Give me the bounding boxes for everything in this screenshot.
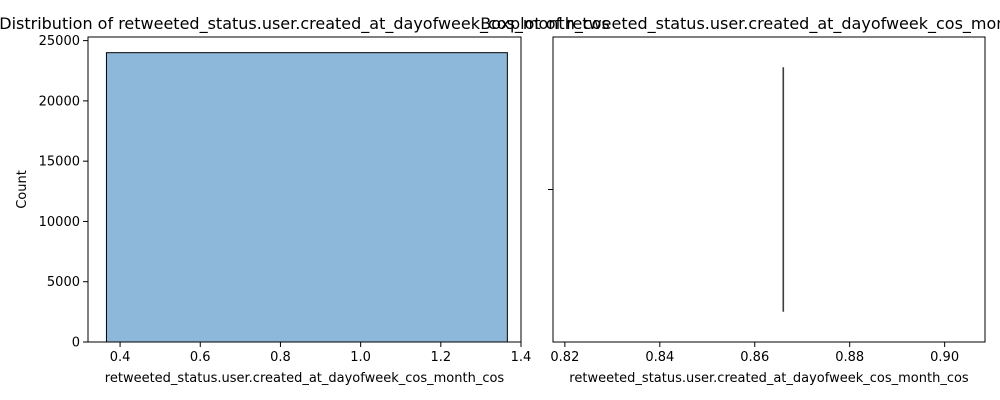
histogram-y-tick-label: 25000 (39, 34, 80, 49)
histogram-y-tick-label: 20000 (39, 94, 80, 109)
histogram-bar (105, 52, 508, 343)
histogram-panel: 0.4 0.6 0.8 1.0 1.2 1.4 0 5000 10000 15000 20000 2… (0, 14, 610, 386)
boxplot-x-tick-label: 0.86 (740, 350, 769, 365)
histogram-y-ticks: 0 5000 10000 15000 20000 25000 (39, 34, 88, 351)
boxplot-panel: 0.82 0.84 0.86 0.88 0.90 Boxplot of retweete… (480, 14, 1000, 386)
histogram-y-tick-label: 0 (72, 336, 80, 351)
boxplot-x-tick-label: 0.84 (645, 350, 674, 365)
histogram-x-tick-label: 0.6 (190, 350, 211, 365)
histogram-plot-frame (87, 36, 522, 343)
boxplot-x-tick-label: 0.88 (835, 350, 864, 365)
histogram-x-tick-label: 1.0 (350, 350, 371, 365)
histogram-x-tick-label: 0.4 (110, 350, 131, 365)
histogram-x-ticks: 0.4 0.6 0.8 1.0 1.2 1.4 (110, 342, 532, 365)
histogram-x-axis-label: retweeted_status.user.created_at_dayofwe… (105, 371, 505, 386)
histogram-y-axis-label: Count (15, 170, 30, 209)
histogram-x-tick-label: 0.8 (270, 350, 291, 365)
boxplot-plot-frame (552, 36, 986, 343)
boxplot-x-tick-label: 0.90 (930, 350, 959, 365)
boxplot-title: Boxplot of retweeted_status.user.created… (480, 14, 1000, 34)
boxplot-x-axis-label: retweeted_status.user.created_at_dayofwe… (569, 371, 969, 386)
histogram-y-tick-label: 15000 (39, 155, 80, 170)
histogram-y-tick-label: 5000 (47, 275, 80, 290)
boxplot-x-tick-label: 0.82 (550, 350, 579, 365)
boxplot-x-ticks: 0.82 0.84 0.86 0.88 0.90 (550, 342, 959, 365)
histogram-title: Distribution of retweeted_status.user.cr… (0, 14, 610, 34)
histogram-x-tick-label: 1.2 (430, 350, 451, 365)
histogram-y-tick-label: 10000 (39, 215, 80, 230)
histogram-bars (105, 52, 508, 343)
histogram-x-tick-label: 1.4 (511, 350, 532, 365)
